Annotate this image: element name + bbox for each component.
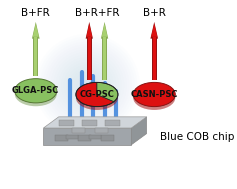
Bar — [82, 120, 97, 126]
Polygon shape — [102, 24, 107, 37]
Ellipse shape — [133, 86, 175, 110]
Polygon shape — [131, 117, 147, 145]
Text: B+FR: B+FR — [21, 8, 50, 18]
Bar — [89, 135, 101, 139]
Bar — [103, 37, 106, 80]
Ellipse shape — [15, 79, 57, 103]
Polygon shape — [33, 24, 39, 37]
Bar — [87, 36, 91, 80]
Bar — [88, 37, 91, 80]
Polygon shape — [32, 22, 40, 39]
Text: Blue COB chip: Blue COB chip — [160, 132, 234, 142]
Bar — [72, 128, 86, 133]
Bar — [105, 120, 120, 126]
Ellipse shape — [15, 82, 57, 106]
Polygon shape — [97, 82, 118, 102]
Polygon shape — [150, 22, 158, 39]
Bar — [152, 36, 157, 80]
Text: GLGA-PSC: GLGA-PSC — [12, 86, 59, 95]
Text: B+R+FR: B+R+FR — [75, 8, 119, 18]
Text: CASN-PSC: CASN-PSC — [131, 90, 178, 99]
Text: CG-PSC: CG-PSC — [79, 90, 114, 99]
Bar — [102, 36, 107, 80]
Bar — [95, 128, 108, 133]
Polygon shape — [43, 117, 147, 128]
Bar — [78, 136, 91, 141]
Text: B+R: B+R — [143, 8, 166, 18]
Bar — [33, 36, 38, 76]
Polygon shape — [76, 82, 114, 107]
Ellipse shape — [133, 82, 175, 107]
Bar — [101, 136, 114, 141]
Bar — [153, 37, 156, 80]
Polygon shape — [43, 128, 131, 145]
Bar — [66, 135, 78, 139]
Polygon shape — [86, 22, 93, 39]
Polygon shape — [101, 22, 108, 39]
Polygon shape — [151, 24, 157, 37]
Polygon shape — [87, 24, 92, 37]
Ellipse shape — [76, 86, 118, 110]
Bar — [59, 120, 74, 126]
Bar — [34, 37, 37, 76]
Bar — [55, 136, 68, 141]
